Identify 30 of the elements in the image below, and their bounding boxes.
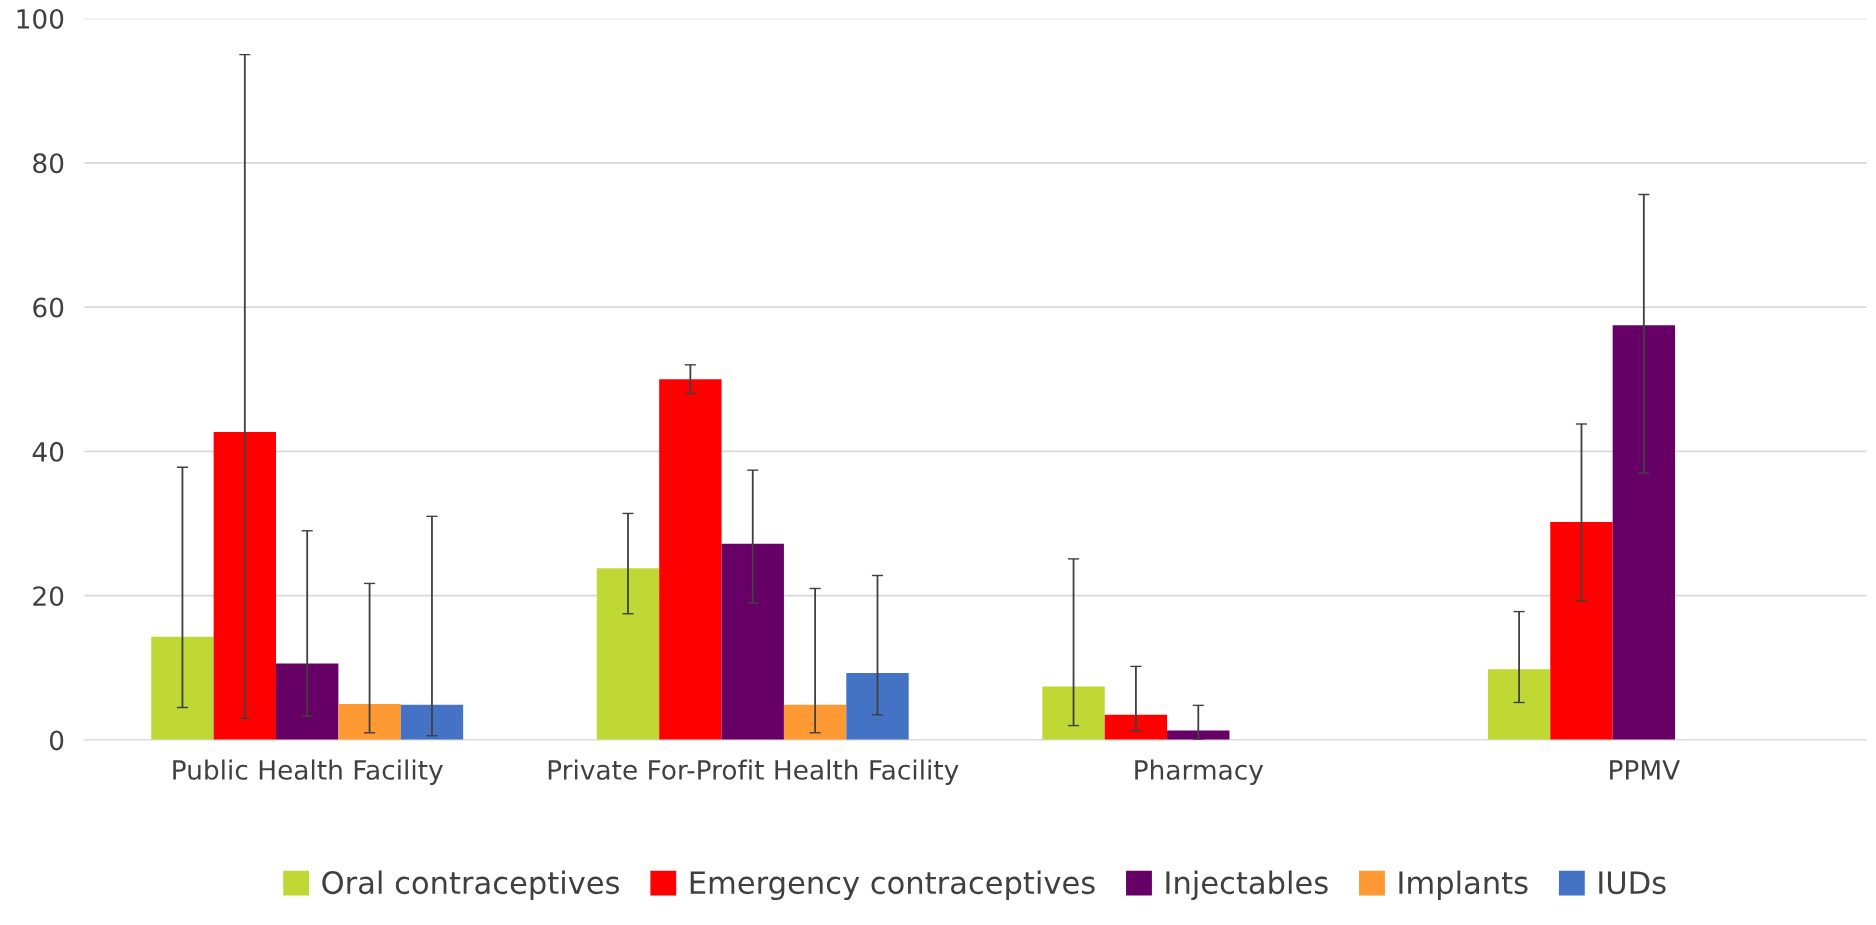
- legend-label: Implants: [1399, 870, 1528, 901]
- bar: [213, 431, 277, 740]
- y-tick-label: 80: [33, 153, 64, 174]
- bar: [846, 672, 909, 740]
- bar: [659, 379, 722, 740]
- legend-label: Oral contraceptives: [322, 870, 620, 901]
- legend-label: Emergency contraceptives: [690, 870, 1095, 901]
- bar: [1550, 522, 1613, 740]
- x-tick-label: Public Health Facility: [173, 759, 443, 785]
- y-tick-label: 60: [33, 297, 64, 318]
- bar: [151, 636, 214, 740]
- bar: [400, 704, 464, 740]
- x-tick-label: PPMV: [1610, 760, 1680, 780]
- legend-label: IUDs: [1599, 871, 1666, 895]
- bar: [721, 543, 784, 740]
- y-tick-label: 0: [49, 730, 64, 751]
- bar: [1042, 686, 1105, 740]
- bar: [1104, 714, 1168, 740]
- bar: [596, 568, 660, 740]
- bar: [1487, 669, 1551, 740]
- x-tick-label: Private For-Profit Health Facility: [548, 759, 959, 785]
- bar: [338, 703, 401, 740]
- bar: [783, 704, 847, 740]
- x-tick-label: Pharmacy: [1135, 759, 1264, 785]
- legend-label: Injectables: [1166, 870, 1328, 901]
- y-tick-label: 40: [32, 441, 64, 462]
- y-tick-label: 20: [33, 586, 64, 607]
- bar: [1612, 325, 1676, 740]
- y-tick-label: 100: [17, 8, 64, 29]
- bar: [276, 663, 339, 740]
